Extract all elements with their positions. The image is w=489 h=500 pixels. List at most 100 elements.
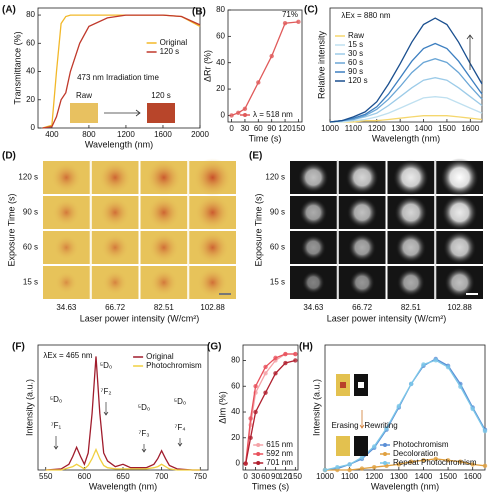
y-axis-label: Exposure Time (s) — [253, 193, 263, 266]
series-line — [330, 115, 483, 123]
data-point — [282, 20, 288, 26]
x-tick-label: 650 — [116, 472, 130, 481]
data-point — [263, 390, 268, 395]
data-point — [229, 113, 234, 118]
series-line — [324, 359, 486, 471]
data-point — [293, 358, 298, 363]
image-cell — [289, 265, 338, 300]
x-tick-label: 0 — [243, 472, 248, 481]
data-point — [384, 426, 389, 431]
exposure-spot — [300, 234, 327, 261]
data-point — [283, 360, 288, 366]
image-cell — [139, 195, 189, 230]
exposure-spot — [349, 269, 375, 296]
y-tick-label: 60 — [231, 381, 240, 390]
x-axis-label: Wavelength (nm) — [372, 133, 440, 143]
image-cell — [386, 265, 436, 300]
data-point — [273, 355, 278, 361]
sample-irradiated — [147, 103, 175, 123]
series-line — [231, 21, 299, 117]
panel-label: (G) — [207, 342, 221, 353]
image-cell — [435, 265, 484, 300]
y-axis-label: Intensity (a.u.) — [311, 379, 321, 436]
data-point — [269, 53, 274, 59]
y-tick-label: 80 — [216, 5, 225, 14]
x-tick-label: 150 — [292, 124, 306, 133]
legend-label: Decoloration — [393, 449, 438, 458]
annotation: λEx = 465 nm — [43, 351, 92, 360]
plot-frame — [242, 344, 299, 471]
y-tick-label: 60 — [26, 38, 35, 47]
exposure-spot — [147, 195, 181, 230]
image-cell — [337, 195, 387, 230]
column-label: 82.51 — [154, 303, 175, 312]
legend-label: 120 s — [348, 76, 368, 85]
plot-frame — [329, 7, 483, 123]
y-tick-label: 0 — [221, 111, 226, 120]
legend-label: 701 nm — [266, 458, 293, 467]
y-tick-label: 20 — [231, 433, 240, 442]
x-tick-label: 90 — [267, 124, 276, 133]
image-cell — [386, 195, 436, 230]
image-cell — [139, 230, 189, 265]
x-tick-label: 1600 — [464, 472, 482, 481]
data-point — [293, 351, 298, 357]
data-point — [396, 462, 402, 467]
column-label: 66.72 — [352, 303, 373, 312]
exposure-spot — [298, 162, 329, 193]
x-axis-label: Time (s) — [249, 133, 282, 143]
arrow — [141, 444, 147, 453]
image-cell — [42, 265, 91, 300]
image-cell — [289, 160, 338, 195]
image-cell — [90, 160, 140, 195]
image-cell — [289, 195, 338, 230]
x-tick-label: 30 — [240, 124, 249, 133]
legend-marker — [243, 113, 247, 117]
data-point — [243, 461, 248, 466]
y-tick-label: 0 — [236, 459, 241, 468]
legend-marker — [383, 461, 387, 465]
x-tick-label: 750 — [194, 472, 208, 481]
data-point — [335, 465, 340, 470]
legend-label: Original — [146, 352, 174, 361]
image-cell — [337, 230, 387, 265]
data-point — [433, 358, 438, 363]
panel-label: (B) — [192, 7, 206, 18]
x-tick-label: 400 — [45, 130, 59, 139]
data-point — [372, 465, 377, 470]
legend-label: 120 s — [160, 47, 180, 56]
data-point — [256, 80, 261, 85]
exposure-spot — [102, 269, 128, 296]
y-axis-label: Exposure Time (s) — [6, 193, 16, 266]
exposure-spot — [394, 195, 428, 230]
x-tick-label: 800 — [82, 130, 96, 139]
annotation: 71% — [282, 10, 298, 19]
x-tick-label: 1500 — [439, 472, 457, 481]
annotation: ⁵D₀ — [50, 395, 62, 404]
plot-frame — [37, 7, 201, 129]
data-point — [482, 428, 488, 434]
exposure-spot — [441, 194, 478, 231]
arrow — [359, 410, 365, 429]
legend-label: 15 s — [348, 40, 363, 49]
legend-marker — [256, 452, 261, 456]
exposure-spot — [346, 197, 378, 228]
data-point — [433, 456, 438, 462]
series-line — [330, 96, 483, 123]
image-cell — [42, 230, 91, 265]
data-point — [253, 409, 258, 415]
exposure-spot — [299, 198, 328, 227]
series-line — [45, 356, 201, 471]
x-tick-label: 90 — [271, 472, 280, 481]
column-label: 34.63 — [303, 303, 324, 312]
data-point — [242, 106, 248, 112]
data-point — [253, 384, 258, 389]
inset-photo — [354, 436, 368, 456]
exposure-spot — [193, 158, 232, 197]
y-tick-label: 20 — [216, 84, 225, 93]
exposure-spot — [99, 197, 131, 228]
exposure-spot — [55, 271, 78, 294]
row-label: 15 s — [23, 278, 38, 287]
exposure-spot — [149, 268, 178, 297]
exposure-spot — [443, 230, 477, 265]
